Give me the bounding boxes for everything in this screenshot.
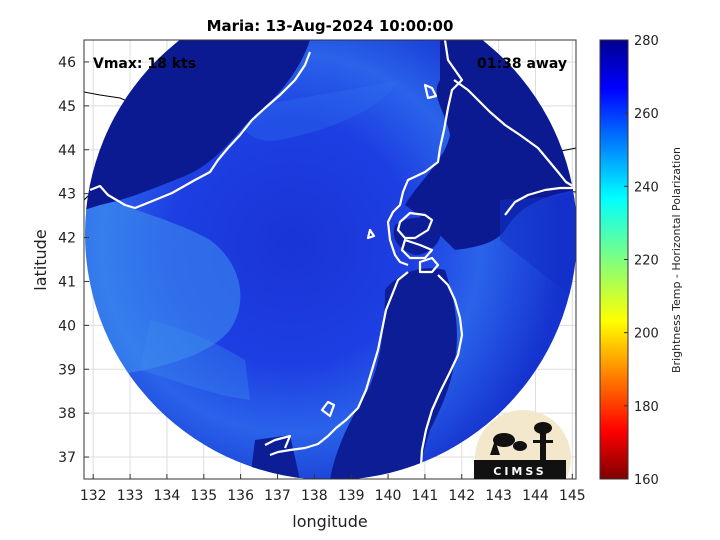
lon-tick-label: 136 (227, 488, 254, 504)
y-axis-label: latitude (31, 229, 50, 290)
lat-tick-label: 42 (58, 231, 76, 247)
lat-tick-labels: 37 38 39 40 41 42 43 44 45 46 (58, 55, 89, 466)
vmax-annotation: Vmax: 18 kts (93, 56, 196, 72)
brightness-temp-swath (85, 40, 576, 479)
lon-tick-label: 144 (522, 488, 549, 504)
lat-tick-label: 38 (58, 406, 76, 422)
lon-tick-label: 142 (448, 488, 475, 504)
colorbar-tick-label: 180 (634, 400, 659, 415)
lat-tick-label: 40 (58, 318, 76, 334)
colorbar-tick-label: 280 (634, 34, 659, 49)
lon-tick-label: 133 (117, 488, 144, 504)
lon-tick-label: 138 (301, 488, 328, 504)
lon-tick-label: 145 (559, 488, 586, 504)
lat-tick-label: 46 (58, 55, 76, 71)
lon-tick-label: 140 (375, 488, 402, 504)
colorbar-tick-labels: 160 180 200 220 240 260 280 (624, 34, 659, 488)
lat-tick-label: 43 (58, 187, 76, 203)
lon-tick-labels: 132 133 134 135 136 137 138 139 140 141 142 143 144 1… (80, 474, 586, 504)
lon-tick-label: 132 (80, 488, 107, 504)
lon-tick-label: 134 (154, 488, 181, 504)
lat-tick-label: 45 (58, 99, 76, 115)
figure-title: Maria: 13-Aug-2024 10:00:00 (207, 17, 454, 35)
lon-tick-label: 137 (264, 488, 291, 504)
time-away-annotation: 01:38 away (477, 56, 567, 72)
lat-tick-label: 39 (58, 362, 76, 378)
lat-tick-label: 41 (58, 274, 76, 290)
colorbar-label: Brightness Temp - Horizontal Polarizatio… (670, 147, 683, 373)
lon-tick-label: 139 (338, 488, 365, 504)
lat-tick-label: 37 (58, 450, 76, 466)
lat-tick-label: 44 (58, 143, 76, 159)
colorbar-tick-label: 160 (634, 473, 659, 488)
coastlines (89, 39, 577, 480)
lon-tick-label: 135 (190, 488, 217, 504)
plot-frame (83, 39, 577, 480)
colorbar-tick-label: 220 (634, 254, 659, 269)
lon-tick-label: 141 (412, 488, 439, 504)
colorbar-tick-label: 200 (634, 327, 659, 342)
colorbar (599, 39, 629, 480)
logo-text: CIMSS (493, 465, 546, 478)
lon-tick-label: 143 (485, 488, 512, 504)
colorbar-tick-label: 240 (634, 180, 659, 195)
x-axis-label: longitude (292, 512, 367, 531)
cimss-logo: CIMSS (474, 410, 571, 479)
colorbar-tick-label: 260 (634, 107, 659, 122)
